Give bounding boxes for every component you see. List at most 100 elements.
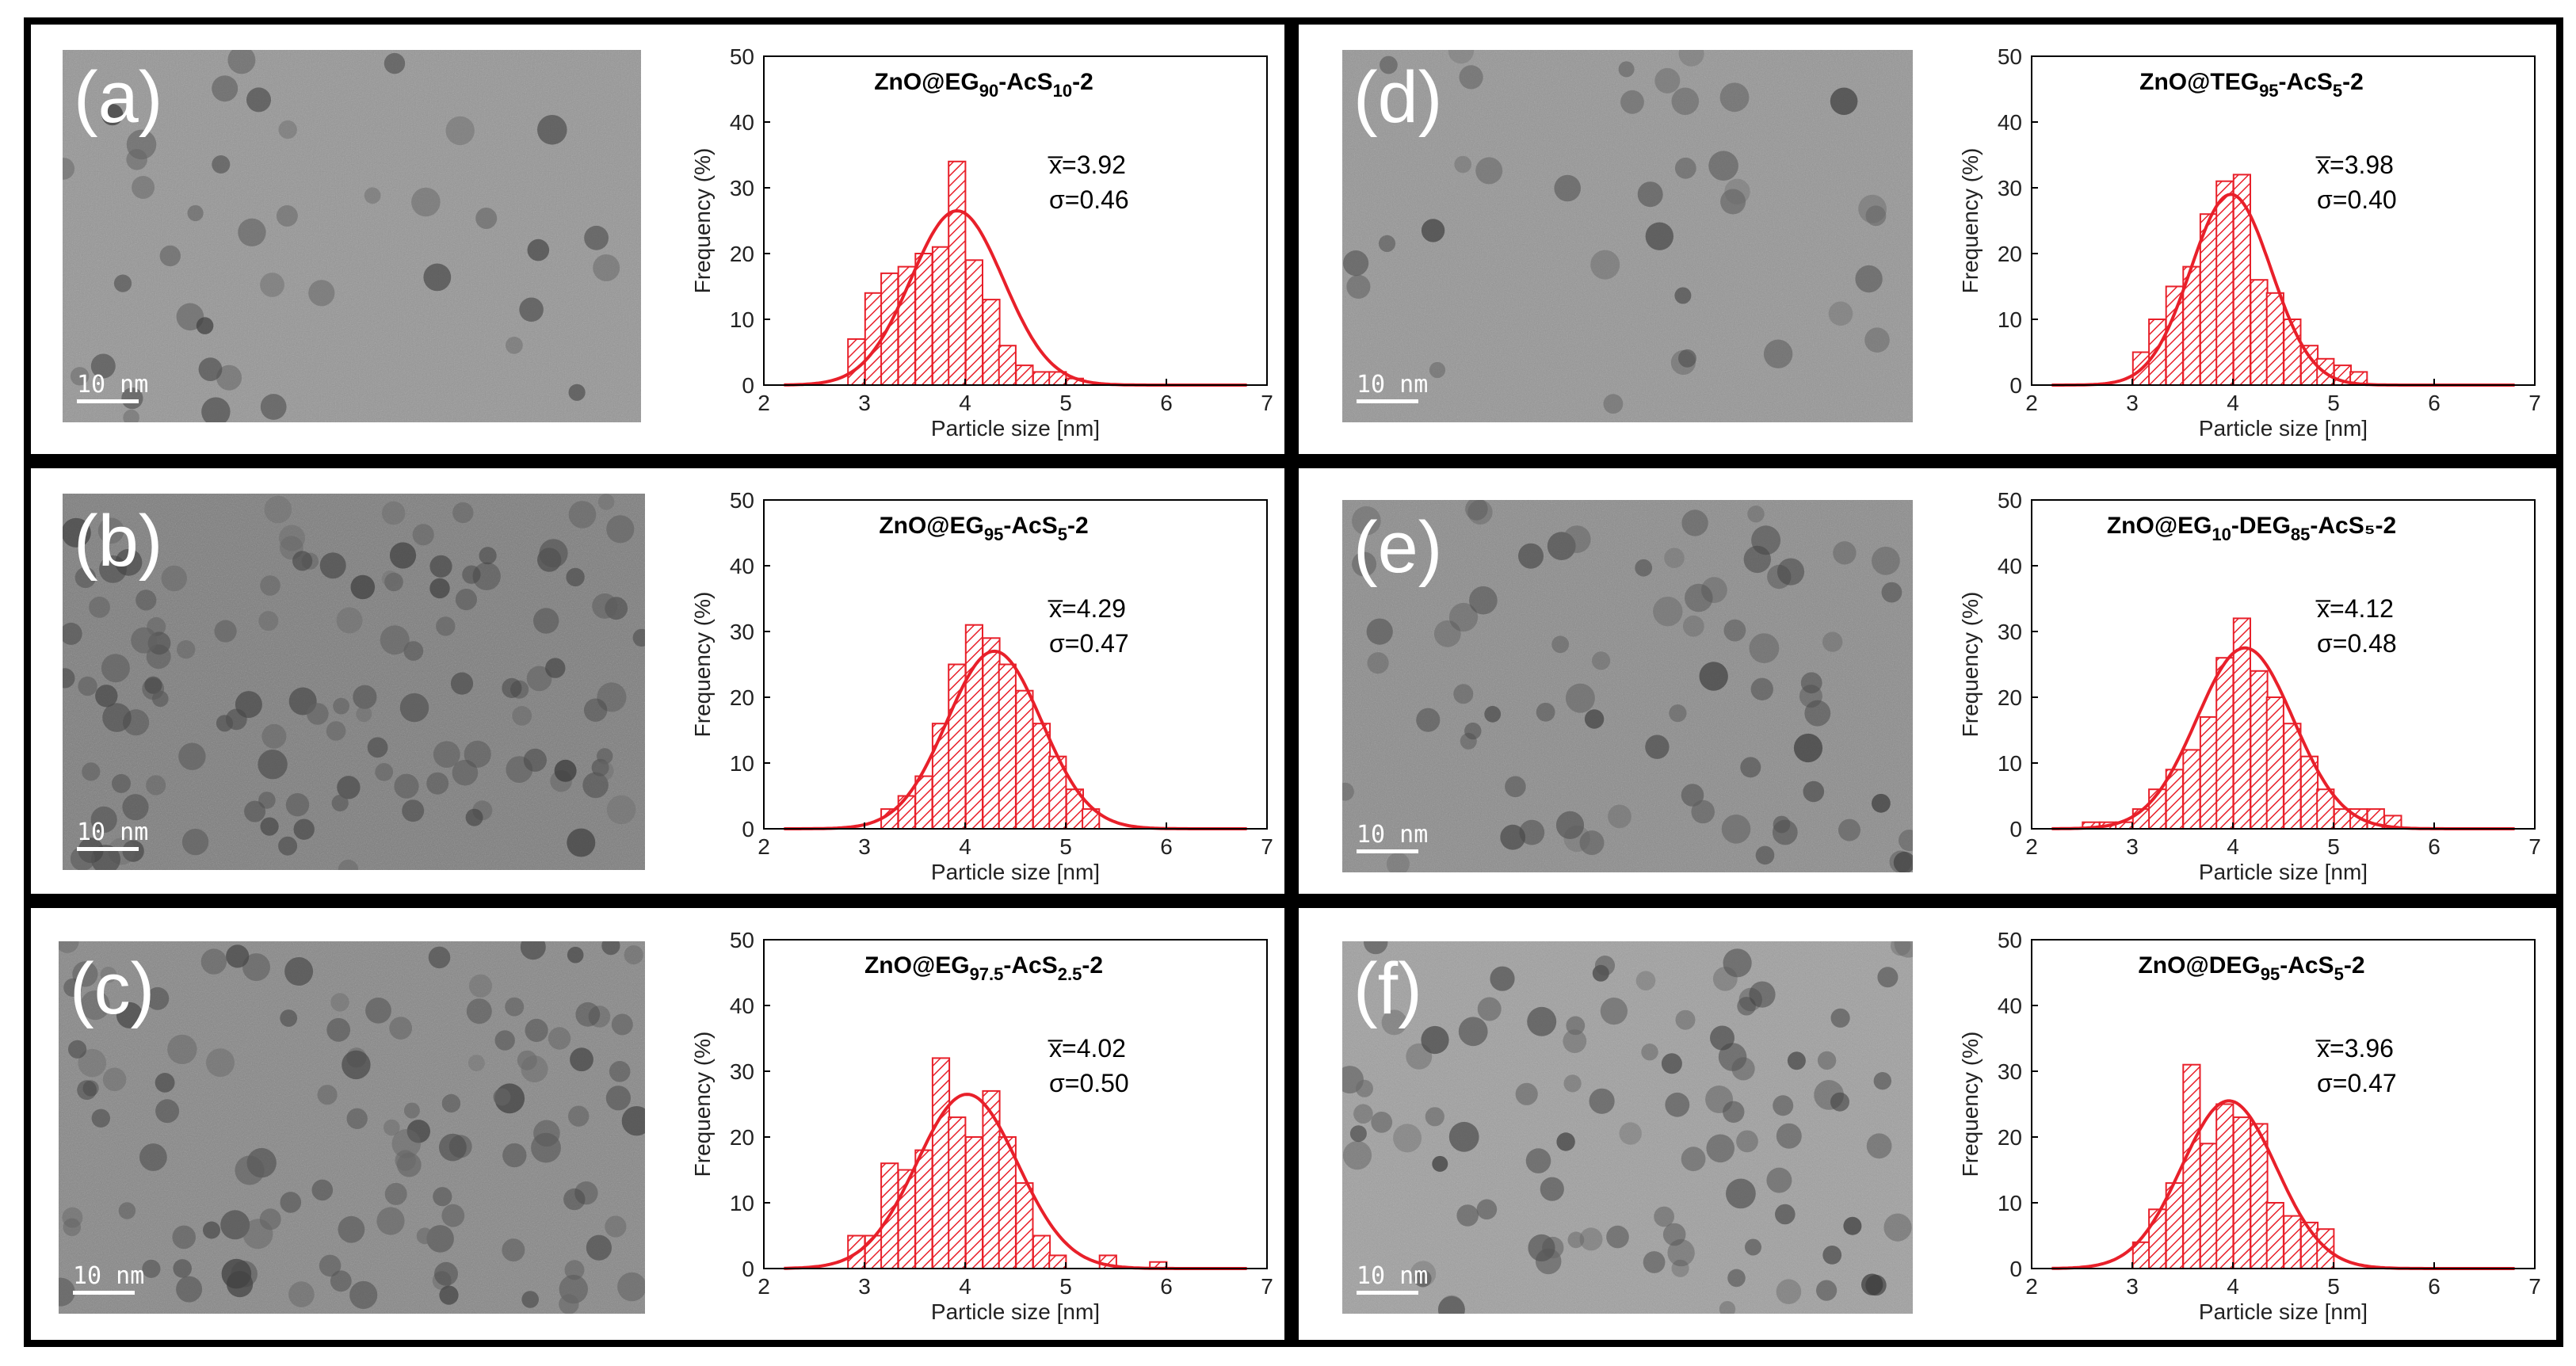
histogram-bar [2182,749,2201,830]
histogram-chart: 2 3 4 5 6 7 0 10 20 30 40 50 Particle size [nm] Frequ… [1299,908,2570,1354]
title-subscript: 5 [1058,525,1067,544]
histogram-bar [2250,670,2269,830]
histogram-bar [1032,1234,1051,1269]
panel-a: (a) 10 nm 2 3 4 5 6 7 0 10 20 30 40 50 Particle size [… [24,17,1292,461]
x-tick-label: 5 [1059,391,1072,415]
x-tick-label: 2 [758,1274,770,1299]
chart-title: ZnO@EG10-DEG85-AcS₅-2 [2107,513,2396,544]
mean-label: x̅=4.29 [1048,594,1126,623]
scale-bar-text: 10 nm [1357,821,1429,849]
histogram-chart: 2 3 4 5 6 7 0 10 20 30 40 50 Particle size [nm] Frequ… [1299,468,2570,908]
y-tick-label: 10 [730,751,754,776]
y-tick-label: 50 [1998,488,2022,513]
x-tick-label: 5 [2327,391,2340,415]
title-subscript: 5 [2334,964,2344,984]
histogram-bar [948,1116,967,1269]
histogram-bar [998,663,1017,830]
x-tick-label: 3 [2126,834,2139,859]
scale-bar-line [73,1291,135,1295]
histogram-bar [2265,292,2284,386]
y-tick-label: 50 [730,44,754,69]
panel-label: (c) [70,948,155,1029]
chart-title: ZnO@TEG95-AcS5-2 [2139,69,2364,101]
histogram-bar [964,1136,984,1269]
x-tick-label: 3 [858,834,871,859]
y-axis-label: Frequency (%) [690,592,715,738]
scale-bar: 10 nm [1357,821,1452,853]
histogram-bar [948,160,967,387]
histogram-bar [2283,723,2302,830]
title-text: -AcS [2280,952,2334,979]
title-subscript: 10 [2212,525,2231,544]
x-tick-label: 5 [2327,834,2340,859]
tem-micrograph: (d) 10 nm [1342,50,1913,422]
y-tick-label: 20 [1998,685,2022,710]
y-tick-label: 40 [730,110,754,135]
plot-frame [763,55,1268,386]
panel-label: (b) [74,501,163,582]
y-tick-label: 20 [730,1125,754,1150]
histogram-chart: 2 3 4 5 6 7 0 10 20 30 40 50 Particle size [nm] Frequ… [1299,25,2570,468]
y-axis-label: Frequency (%) [690,148,715,294]
title-subscript: 95 [984,525,1003,544]
tem-image [63,50,641,422]
y-tick-label: 30 [730,1059,754,1084]
tem-image [1342,941,1913,1314]
histogram-bar [1015,1182,1034,1270]
x-tick-label: 4 [2227,391,2239,415]
histogram-bar [964,259,984,386]
chart-title: ZnO@EG97.5-AcS2.5-2 [864,952,1103,984]
histogram-bar [897,265,916,386]
histogram-bar [982,299,1001,387]
tem-micrograph: (f) 10 nm [1342,941,1913,1314]
x-tick-label: 6 [1160,1274,1173,1299]
chart-title: ZnO@EG90-AcS10-2 [874,69,1093,101]
histogram-bar [864,1234,883,1269]
plot-frame [763,939,1268,1269]
x-tick-label: 3 [858,391,871,415]
x-tick-label: 4 [959,834,971,859]
histogram-bar [1032,371,1051,386]
x-axis-label: Particle size [nm] [2199,860,2368,884]
scale-bar-text: 10 nm [77,818,149,846]
y-tick-label: 20 [730,685,754,710]
panel-label: (a) [74,57,163,138]
histogram-svg: 2 3 4 5 6 7 0 10 20 30 40 50 Particle size [nm] Frequ… [690,928,1273,1324]
x-tick-label: 3 [2126,391,2139,415]
title-text: -2 [2342,69,2364,95]
histogram-chart: 2 3 4 5 6 7 0 10 20 30 40 50 Particle size [nm] Frequ… [31,468,1299,908]
x-tick-label: 7 [2528,834,2541,859]
y-tick-label: 50 [730,928,754,952]
y-tick-label: 40 [730,554,754,578]
histogram-bar [2215,657,2234,830]
sigma-label: σ=0.40 [2317,185,2397,214]
title-text: ZnO@EG [864,952,970,979]
mean-label: x̅=4.02 [1048,1034,1126,1063]
x-tick-label: 7 [2528,391,2541,415]
y-tick-label: 0 [2009,1257,2022,1281]
scale-bar-line [1357,849,1418,853]
x-tick-label: 7 [1261,1274,1273,1299]
x-tick-label: 6 [2428,391,2441,415]
chart-title: ZnO@DEG95-AcS5-2 [2138,952,2364,984]
x-axis-label: Particle size [nm] [2199,416,2368,441]
title-text: -DEG [2231,513,2291,539]
title-subscript: 95 [2261,964,2280,984]
histogram-bar [2232,174,2252,386]
plot-frame [763,499,1268,830]
histogram-bar [2250,279,2269,387]
x-tick-label: 4 [959,1274,971,1299]
histogram-bar [2215,1103,2234,1269]
tem-image [1342,50,1913,422]
tem-image [59,941,645,1314]
histogram-bar [914,1149,933,1269]
y-axis-label: Frequency (%) [1958,1032,1983,1177]
y-tick-label: 50 [730,488,754,513]
scale-bar: 10 nm [73,1262,168,1295]
scale-bar: 10 nm [1357,1262,1452,1295]
y-tick-label: 10 [1998,1191,2022,1215]
chart-title: ZnO@EG95-AcS5-2 [879,513,1088,544]
y-tick-label: 30 [730,176,754,200]
histogram-bar [998,345,1017,387]
histogram-svg: 2 3 4 5 6 7 0 10 20 30 40 50 Particle size [nm] Frequ… [690,488,1273,884]
